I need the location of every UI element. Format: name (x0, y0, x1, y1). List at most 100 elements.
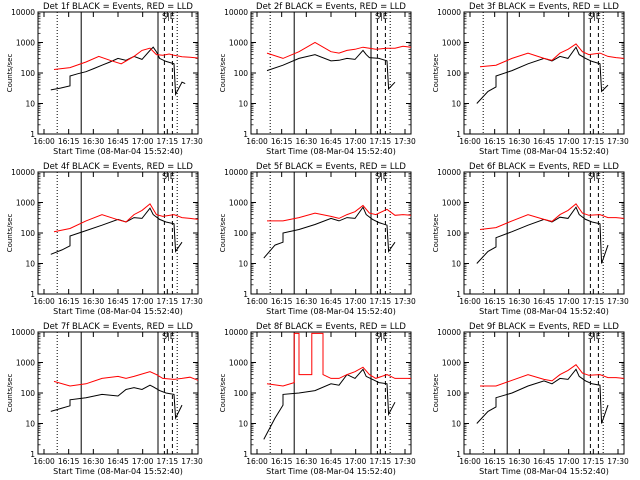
x-tick-label: 16:45 (107, 137, 129, 146)
detector-panel: Det 9f BLACK = Events, RED = LLD 1 10 100 10… (426, 320, 639, 480)
series-line (53, 371, 199, 387)
y-axis-label: Counts/sec (219, 374, 227, 413)
x-tick-label: 16:15 (58, 137, 80, 146)
chart-title: Det 5f BLACK = Events, RED = LLD (256, 162, 406, 172)
x-axis-label: Start Time (08-Mar-04 15:52:40) (266, 147, 396, 156)
series-line (476, 206, 609, 264)
series-line (266, 49, 396, 91)
x-tick-label: 16:45 (107, 297, 129, 306)
y-tick-label: 1000 (16, 359, 35, 368)
x-tick-label: 16:30 (509, 457, 531, 466)
x-tick-label: 16:00 (33, 137, 55, 146)
plot-frame (250, 11, 412, 135)
y-tick-label: 100 (21, 229, 36, 238)
x-tick-label: 16:15 (58, 457, 80, 466)
x-axis-label: Start Time (08-Mar-04 15:52:40) (53, 147, 183, 156)
y-tick-label: 10000 (437, 8, 461, 17)
chart-title: Det 8f BLACK = Events, RED = LLD (256, 322, 406, 332)
x-tick-label: 17:00 (558, 137, 580, 146)
x-axis-label: Start Time (08-Mar-04 15:52:40) (479, 147, 609, 156)
x-tick-label: 17:15 (157, 137, 179, 146)
x-tick-label: 16:00 (33, 457, 55, 466)
y-tick-label: 1000 (442, 359, 461, 368)
detector-chart: Det 5f BLACK = Events, RED = LLD 1 10 100 10… (219, 162, 416, 316)
y-tick-label: 1 (456, 130, 461, 139)
detector-chart: Det 6f BLACK = Events, RED = LLD 1 10 100 10… (432, 162, 629, 316)
y-tick-label: 100 (447, 389, 462, 398)
y-tick-label: 10000 (11, 168, 35, 177)
detector-chart: Det 7f BLACK = Events, RED = LLD 1 10 100 10… (6, 322, 203, 476)
x-tick-label: 17:00 (345, 457, 367, 466)
series-line (479, 43, 625, 68)
detector-panel: Det 3f BLACK = Events, RED = LLD 1 10 100 10… (426, 0, 639, 160)
detector-chart: Det 8f BLACK = Events, RED = LLD 1 10 100 10… (219, 322, 416, 476)
x-tick-label: 16:00 (246, 137, 268, 146)
start-end-marker: S|E (162, 12, 175, 21)
y-tick-label: 1 (243, 130, 248, 139)
x-tick-label: 16:30 (509, 137, 531, 146)
x-tick-label: 17:00 (132, 297, 154, 306)
chart-title: Det 6f BLACK = Events, RED = LLD (469, 162, 619, 172)
series-line (476, 368, 609, 424)
y-tick-label: 1 (243, 290, 248, 299)
x-tick-label: 16:15 (484, 297, 506, 306)
x-tick-label: 17:30 (607, 457, 629, 466)
x-tick-label: 17:00 (558, 297, 580, 306)
y-tick-label: 100 (21, 389, 36, 398)
x-tick-label: 17:15 (157, 297, 179, 306)
x-tick-label: 16:30 (83, 137, 105, 146)
y-tick-label: 10 (25, 260, 35, 269)
x-tick-label: 16:00 (459, 297, 481, 306)
y-tick-label: 1 (30, 130, 35, 139)
y-tick-label: 10 (451, 100, 461, 109)
chart-title: Det 4f BLACK = Events, RED = LLD (43, 162, 193, 172)
start-end-marker: S|E (162, 332, 175, 341)
y-tick-label: 100 (234, 69, 249, 78)
y-axis-label: Counts/sec (219, 214, 227, 253)
x-tick-label: 17:15 (370, 297, 392, 306)
x-tick-label: 17:30 (394, 137, 416, 146)
y-tick-label: 1000 (16, 39, 35, 48)
series-line (50, 207, 183, 255)
x-tick-label: 17:15 (583, 137, 605, 146)
detector-panel: Det 6f BLACK = Events, RED = LLD 1 10 100 10… (426, 160, 639, 320)
detector-panel: Det 7f BLACK = Events, RED = LLD 1 10 100 10… (0, 320, 213, 480)
detector-chart: Det 2f BLACK = Events, RED = LLD 1 10 100 10… (219, 2, 416, 156)
series-line (50, 46, 186, 97)
y-tick-label: 100 (21, 69, 36, 78)
y-tick-label: 1000 (229, 359, 248, 368)
y-tick-label: 1 (456, 290, 461, 299)
y-tick-label: 10000 (437, 168, 461, 177)
y-tick-label: 1 (243, 450, 248, 459)
series-line (263, 368, 396, 440)
x-axis-label: Start Time (08-Mar-04 15:52:40) (479, 467, 609, 476)
x-tick-label: 16:15 (271, 457, 293, 466)
y-tick-label: 1 (30, 450, 35, 459)
start-end-marker: S|E (375, 332, 388, 341)
y-tick-label: 10000 (11, 328, 35, 337)
y-axis-label: Counts/sec (432, 214, 440, 253)
detector-panel: Det 4f BLACK = Events, RED = LLD 1 10 100 10… (0, 160, 213, 320)
detector-panel: Det 2f BLACK = Events, RED = LLD 1 10 100 10… (213, 0, 426, 160)
y-tick-label: 10 (451, 260, 461, 269)
x-tick-label: 16:30 (296, 297, 318, 306)
y-tick-label: 1000 (442, 39, 461, 48)
x-tick-label: 17:15 (583, 457, 605, 466)
y-axis-label: Counts/sec (432, 374, 440, 413)
detector-panel: Det 5f BLACK = Events, RED = LLD 1 10 100 10… (213, 160, 426, 320)
x-tick-label: 16:45 (320, 297, 342, 306)
x-tick-label: 17:30 (181, 457, 203, 466)
y-tick-label: 10000 (224, 168, 248, 177)
x-tick-label: 17:15 (583, 297, 605, 306)
x-tick-label: 17:30 (607, 297, 629, 306)
x-tick-label: 17:00 (558, 457, 580, 466)
detector-chart: Det 3f BLACK = Events, RED = LLD 1 10 100 10… (432, 2, 629, 156)
y-tick-label: 1000 (229, 39, 248, 48)
x-tick-label: 17:00 (345, 137, 367, 146)
x-tick-label: 16:30 (296, 137, 318, 146)
x-tick-label: 16:00 (459, 137, 481, 146)
x-tick-label: 17:30 (181, 137, 203, 146)
start-end-marker: S|E (375, 172, 388, 181)
x-tick-label: 16:30 (83, 297, 105, 306)
detector-panel: Det 8f BLACK = Events, RED = LLD 1 10 100 10… (213, 320, 426, 480)
